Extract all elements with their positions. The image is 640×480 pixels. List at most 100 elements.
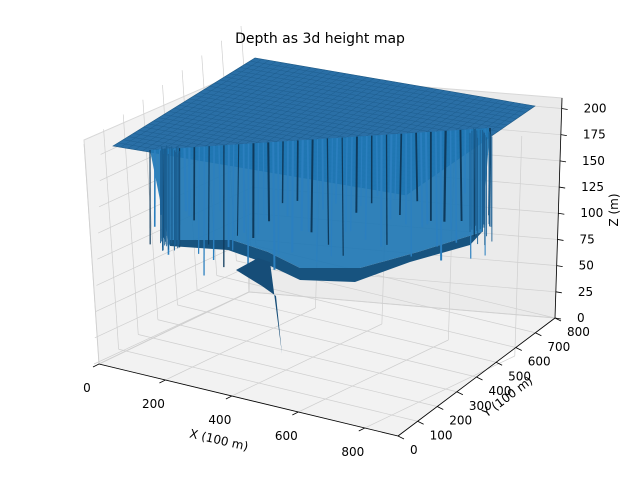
spike-line: [375, 135, 379, 196]
spike-line: [316, 139, 319, 262]
spike-line: [218, 145, 221, 212]
z-tick: [556, 265, 563, 268]
x-tick: [358, 427, 365, 432]
y-grid-line: [118, 348, 418, 422]
x-grid-line: [514, 135, 523, 357]
z-tick-label: 125: [581, 180, 604, 194]
mesh-line: [219, 79, 503, 129]
y-grid-line: [83, 143, 100, 365]
spike-line: [420, 132, 424, 228]
depth-surface: [112, 57, 536, 354]
z-tick: [561, 108, 568, 110]
y-tick-label: 500: [508, 369, 531, 383]
z-grid-line: [93, 291, 556, 365]
spike-line: [306, 139, 310, 232]
spike-line: [345, 137, 348, 232]
x-grid-line: [298, 339, 449, 413]
x-grid-line: [165, 307, 316, 381]
y-tick: [417, 420, 424, 425]
y-tick: [535, 332, 542, 337]
spike-line: [350, 136, 353, 232]
x-tick-label: 800: [341, 445, 364, 459]
spike-line: [434, 131, 438, 247]
spike-line: [364, 135, 368, 240]
z-tick-label: 75: [580, 232, 595, 246]
spike-line: [326, 138, 330, 245]
spike-line: [399, 133, 403, 216]
y-tick: [476, 376, 483, 381]
mesh-line: [234, 70, 517, 119]
z-tick: [559, 160, 567, 163]
y-grid-line: [122, 114, 139, 335]
y-tick-label: 300: [469, 399, 492, 413]
y-tick: [437, 406, 444, 410]
surface-spikes: [149, 127, 493, 276]
y-tick-label: 700: [547, 340, 570, 354]
x-grid-line: [364, 355, 515, 429]
z-tick-label: 50: [579, 259, 594, 273]
x-tick-label: 400: [208, 413, 231, 427]
z-tick: [559, 186, 566, 189]
basin-floor: [168, 232, 482, 282]
z-tick: [554, 317, 562, 320]
z-tick-label: 25: [578, 285, 593, 299]
spike-line: [341, 137, 344, 256]
z-tick: [557, 239, 564, 241]
x-tick: [92, 363, 100, 368]
z-tick: [560, 134, 567, 137]
z-tick: [555, 291, 562, 294]
y-grid-line: [177, 304, 477, 378]
x-tick: [292, 411, 299, 416]
spike-line: [330, 138, 333, 257]
mesh-line: [244, 64, 526, 113]
x-tick: [225, 395, 233, 400]
spike-line: [232, 144, 235, 251]
x-tick-label: 0: [83, 381, 91, 395]
y-tick: [495, 361, 503, 366]
y-grid-line: [103, 129, 119, 350]
spike-line: [291, 140, 294, 253]
z-tick: [558, 212, 565, 215]
spike-line: [459, 129, 463, 222]
spike-line: [389, 134, 393, 220]
z-tick-label: 100: [580, 206, 603, 220]
z-axis-label: Z (m): [607, 193, 621, 226]
x-grid-line: [231, 323, 383, 397]
x-tick-label: 600: [275, 429, 298, 443]
mesh-line: [229, 73, 512, 123]
y-tick-label: 800: [567, 325, 590, 339]
x-grid-line: [98, 291, 250, 365]
x-tick-label: 200: [142, 397, 165, 411]
mesh-line: [204, 89, 489, 138]
basin-front-wall: [150, 128, 490, 268]
deepest-trench: [236, 258, 282, 354]
spike-line: [321, 138, 325, 210]
spike-line: [272, 142, 276, 270]
x-axis-line: [98, 363, 399, 437]
spike-line: [424, 132, 429, 225]
spike-line: [247, 143, 250, 271]
spike-line: [310, 139, 314, 233]
chart-title: Depth as 3d height map: [235, 31, 405, 47]
y-grid-line: [138, 334, 438, 407]
y-tick-label: 400: [489, 384, 512, 398]
spike-line: [242, 143, 246, 233]
z-tick-label: 150: [582, 154, 605, 168]
mesh-line: [239, 67, 522, 116]
spike-line: [267, 142, 271, 222]
y-tick: [515, 347, 522, 351]
mesh-line: [209, 86, 494, 135]
spike-line: [360, 136, 363, 206]
y-tick-label: 0: [410, 443, 418, 457]
x-axis-label: X (100 m): [188, 427, 249, 454]
z-tick-label: 200: [584, 101, 607, 115]
spike-line: [415, 132, 419, 202]
spike-line: [236, 144, 240, 236]
spike-line: [443, 130, 447, 222]
z-tick-label: 0: [577, 311, 585, 325]
spike-line: [208, 146, 210, 245]
spike-line: [355, 136, 358, 213]
